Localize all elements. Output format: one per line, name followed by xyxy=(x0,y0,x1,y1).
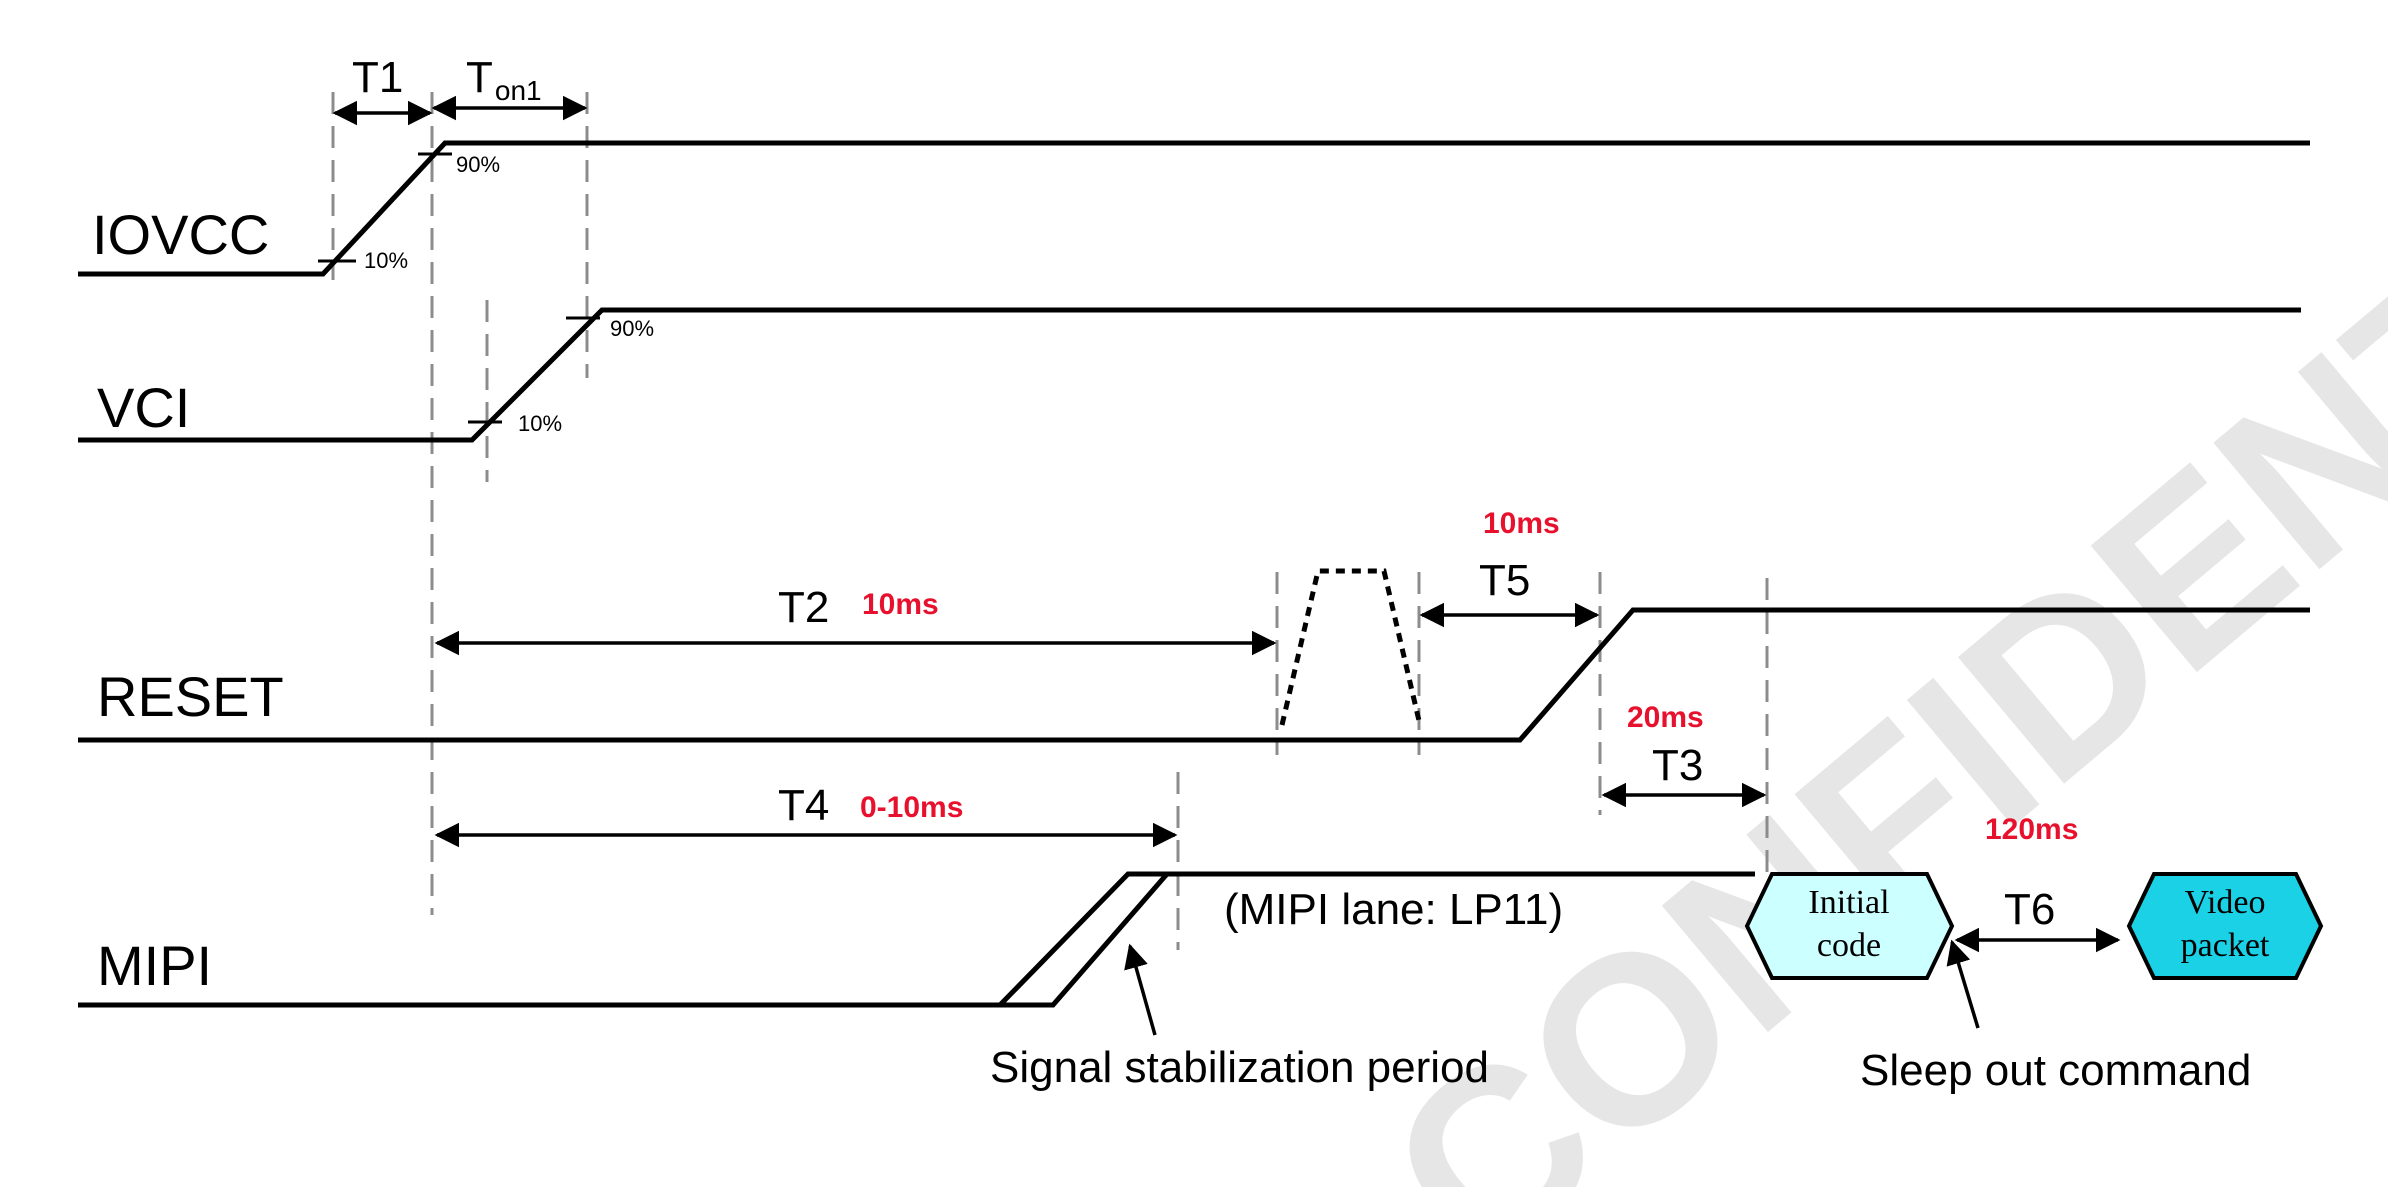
t4-value: 0-10ms xyxy=(860,791,963,824)
iovcc-signal: IOVCC 10% 90% xyxy=(78,140,2310,277)
vci-signal: VCI 10% 90% xyxy=(78,307,2301,443)
video-packet-line1: Video xyxy=(2184,884,2265,921)
iovcc-waveform xyxy=(78,140,2310,277)
mipi-waveform-low xyxy=(78,871,1755,1008)
t4-timing: T4 0-10ms xyxy=(434,781,1178,848)
mipi-lane-note: (MIPI lane: LP11) xyxy=(1224,885,1563,934)
guide-lines xyxy=(331,92,1769,950)
ton1-label: Ton1 xyxy=(466,53,542,106)
sleep-out-label: Sleep out command xyxy=(1860,1046,2251,1095)
vci-waveform xyxy=(78,307,2301,443)
iovcc-10-label: 10% xyxy=(364,248,408,273)
vci-10-label: 10% xyxy=(518,411,562,436)
t3-label: T3 xyxy=(1652,741,1703,790)
t3-value: 20ms xyxy=(1627,701,1704,734)
reset-signal: RESET xyxy=(78,568,2310,743)
vci-90-label: 90% xyxy=(610,316,654,341)
initial-code-line1: Initial xyxy=(1808,884,1889,921)
mipi-label: MIPI xyxy=(97,934,212,997)
signal-stabilization-label: Signal stabilization period xyxy=(990,1043,1489,1092)
reset-label: RESET xyxy=(97,665,284,728)
video-packet-line2: packet xyxy=(2181,927,2270,964)
t2-value: 10ms xyxy=(862,588,939,621)
t5-timing: 10ms T5 xyxy=(1419,507,1600,628)
vci-label: VCI xyxy=(97,376,190,439)
video-packet-shape xyxy=(2126,872,2324,980)
t2-timing: T2 10ms xyxy=(434,583,1277,656)
t3-timing: 20ms T3 xyxy=(1601,701,1767,808)
stabilization-pointer xyxy=(1124,943,1157,1036)
t6-timing: 120ms T6 xyxy=(1954,813,2121,953)
t1-label: T1 xyxy=(352,53,403,102)
t2-label: T2 xyxy=(778,583,829,632)
t6-value: 120ms xyxy=(1985,813,2078,846)
reset-pulse xyxy=(1279,568,1423,726)
reset-waveform xyxy=(78,607,2310,743)
t5-label: T5 xyxy=(1479,556,1530,605)
t5-value: 10ms xyxy=(1483,507,1560,540)
mipi-waveform-transition xyxy=(998,871,1167,1007)
t4-label: T4 xyxy=(778,781,829,830)
mipi-signal: MIPI (MIPI lane: LP11) Signal stabilizat… xyxy=(78,871,1755,1092)
iovcc-label: IOVCC xyxy=(92,203,269,266)
t1-ton1-timing: T1 Ton1 xyxy=(332,53,588,126)
initial-code-line2: code xyxy=(1817,927,1881,964)
sleep-out-annotation: Sleep out command xyxy=(1860,939,2251,1095)
iovcc-90-label: 90% xyxy=(456,152,500,177)
sleep-out-pointer xyxy=(1946,939,1980,1029)
t6-label: T6 xyxy=(2004,885,2055,934)
initial-code-shape xyxy=(1744,872,1955,980)
initial-code-box: Initial code xyxy=(1744,872,1955,980)
video-packet-box: Video packet xyxy=(2126,872,2324,980)
